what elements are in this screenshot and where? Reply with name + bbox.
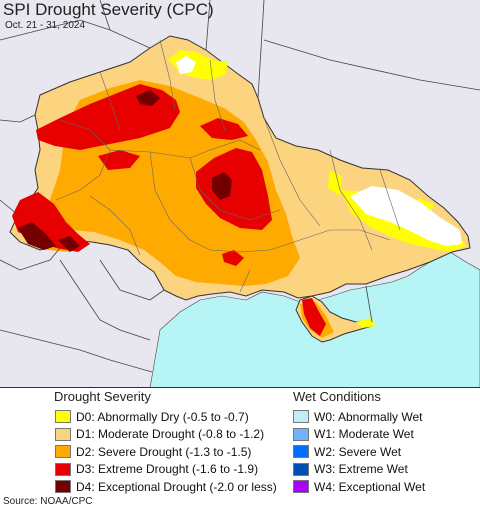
swatch-w3 xyxy=(293,462,309,476)
swatch-d4 xyxy=(55,480,71,494)
legend-item-w2: W2: Severe Wet xyxy=(293,443,425,461)
swatch-w4 xyxy=(293,480,309,494)
swatch-d0 xyxy=(55,410,71,424)
legend-item-d2: D2: Severe Drought (-1.3 to -1.5) xyxy=(55,443,277,461)
map-canvas xyxy=(0,0,480,388)
drought-legend-heading: Drought Severity xyxy=(54,389,151,404)
source-credit: Source: NOAA/CPC xyxy=(3,496,93,507)
kerch-strait xyxy=(365,285,373,323)
legend-item-d4: D4: Exceptional Drought (-2.0 or less) xyxy=(55,478,277,496)
legend-item-d3: D3: Extreme Drought (-1.6 to -1.9) xyxy=(55,461,277,479)
drought-map: SPI Drought Severity (CPC) Oct. 21 - 31,… xyxy=(0,0,480,388)
swatch-w2 xyxy=(293,445,309,459)
legend: Drought Severity D0: Abnormally Dry (-0.… xyxy=(0,388,480,494)
swatch-w1 xyxy=(293,427,309,441)
swatch-d2 xyxy=(55,445,71,459)
legend-item-w4: W4: Exceptional Wet xyxy=(293,478,425,496)
swatch-w0 xyxy=(293,410,309,424)
wet-legend-list: W0: Abnormally Wet W1: Moderate Wet W2: … xyxy=(293,408,425,496)
legend-item-w3: W3: Extreme Wet xyxy=(293,461,425,479)
date-range: Oct. 21 - 31, 2024 xyxy=(5,20,86,31)
map-title: SPI Drought Severity (CPC) xyxy=(3,0,214,19)
legend-item-w0: W0: Abnormally Wet xyxy=(293,408,425,426)
swatch-d3 xyxy=(55,462,71,476)
no-drought-areas xyxy=(176,56,462,246)
wet-legend-heading: Wet Conditions xyxy=(293,389,381,404)
exceptional-drought-areas xyxy=(18,90,232,252)
legend-item-d1: D1: Moderate Drought (-0.8 to -1.2) xyxy=(55,426,277,444)
oblast-borders xyxy=(55,39,401,293)
legend-item-w1: W1: Moderate Wet xyxy=(293,426,425,444)
drought-legend-list: D0: Abnormally Dry (-0.5 to -0.7) D1: Mo… xyxy=(55,408,277,496)
swatch-d1 xyxy=(55,427,71,441)
legend-item-d0: D0: Abnormally Dry (-0.5 to -0.7) xyxy=(55,408,277,426)
country-borders xyxy=(0,0,480,373)
